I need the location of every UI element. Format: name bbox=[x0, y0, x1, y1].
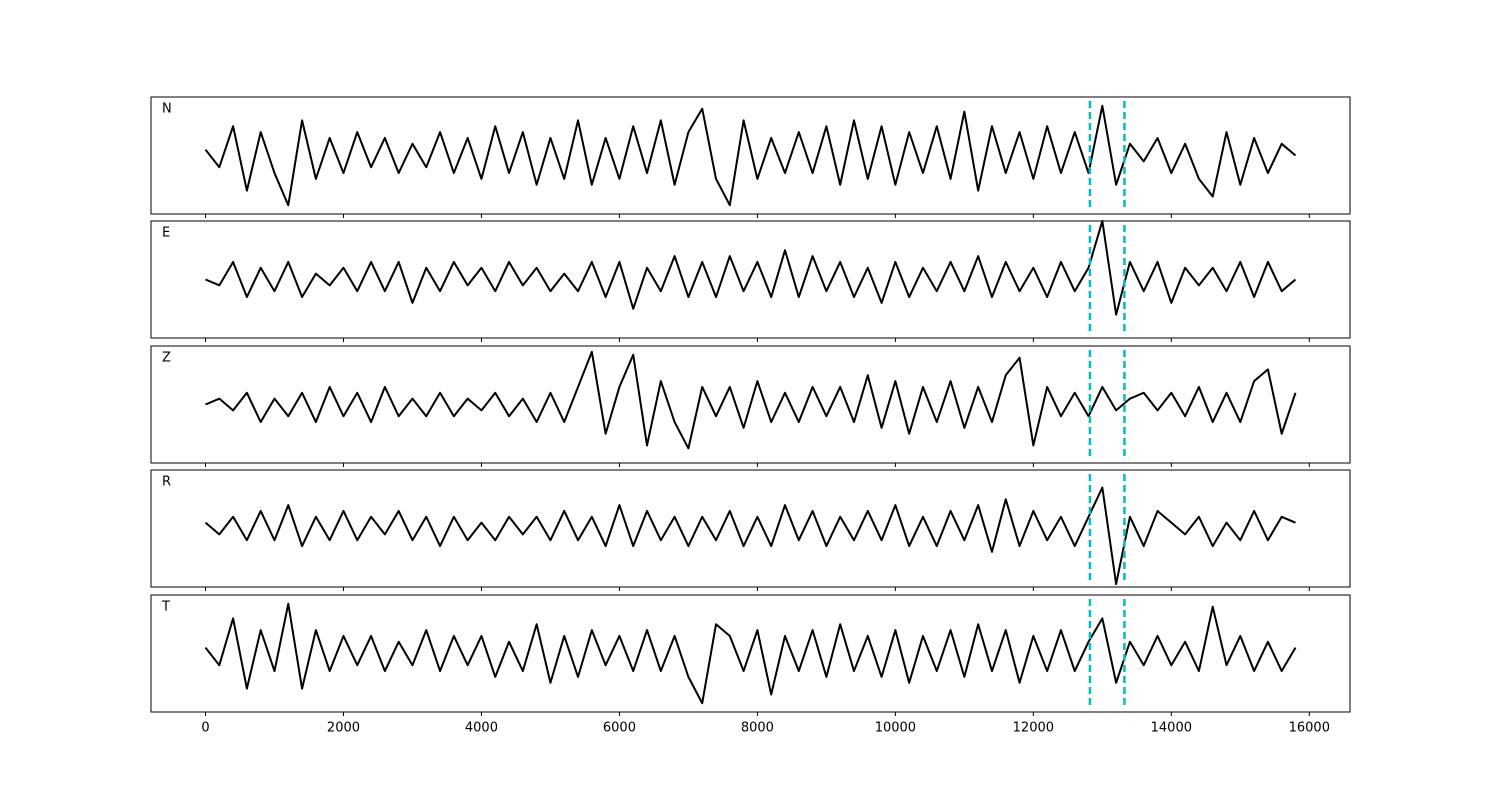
x-tick-label: 14000 bbox=[1151, 721, 1192, 736]
panel-label: T bbox=[161, 600, 170, 615]
x-tick-label: 10000 bbox=[875, 721, 916, 736]
x-tick-label: 4000 bbox=[465, 721, 498, 736]
x-tick-label: 0 bbox=[201, 721, 209, 736]
x-tick-label: 16000 bbox=[1289, 721, 1330, 736]
panel-frame bbox=[150, 345, 1351, 464]
panel-frame bbox=[150, 594, 1351, 713]
x-tick-label: 8000 bbox=[741, 721, 774, 736]
panel-frame bbox=[150, 220, 1351, 339]
trace bbox=[204, 486, 1296, 586]
panel-label: R bbox=[162, 475, 171, 490]
panel-label: N bbox=[162, 102, 172, 117]
x-tick-label: 6000 bbox=[603, 721, 636, 736]
trace bbox=[205, 350, 1297, 450]
panel-label: Z bbox=[162, 351, 171, 366]
trace bbox=[204, 602, 1297, 705]
trace bbox=[204, 104, 1297, 207]
x-tick-label: 12000 bbox=[1013, 721, 1054, 736]
panel-frame bbox=[150, 96, 1351, 215]
trace bbox=[205, 220, 1297, 316]
panel-label: E bbox=[162, 226, 170, 241]
panel-frame bbox=[150, 469, 1351, 588]
x-tick-label: 2000 bbox=[327, 721, 360, 736]
